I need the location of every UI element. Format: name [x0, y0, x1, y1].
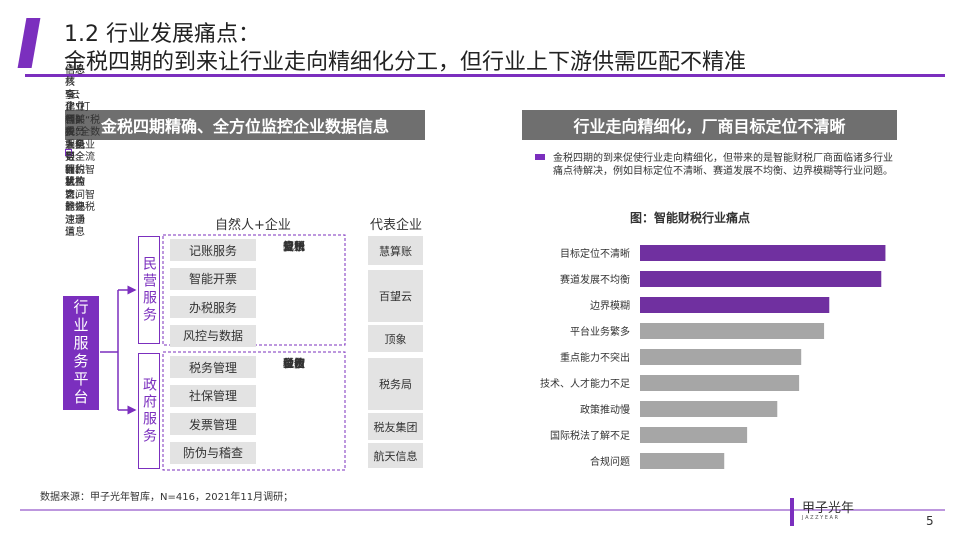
logo: 甲子光年	[802, 501, 855, 516]
function: 算税	[283, 240, 305, 253]
function: 交税	[283, 240, 305, 253]
bar	[640, 245, 886, 261]
left-heading: 金税四期精确、全方位监控企业数据信息	[65, 110, 425, 140]
function: 缴费	[283, 357, 305, 370]
section: 1.2 行业发展痛点：	[64, 22, 260, 47]
bar	[640, 401, 778, 417]
y-tick-label: 重点能力不突出	[560, 351, 630, 364]
y-tick-label: 边界模糊	[590, 299, 630, 312]
company: 百望云	[368, 270, 423, 322]
y-tick-label: 平台业务繁多	[570, 325, 630, 338]
bar	[640, 427, 748, 443]
service-item: 税务管理	[170, 356, 256, 378]
bullet-marker	[65, 148, 72, 156]
service-item: 防伪与稽查	[170, 441, 256, 464]
logo-sub: J A Z Z Y E A R	[802, 515, 838, 521]
title: 金税四期的到来让行业走向精细化分工，但行业上下游供需匹配不精准	[64, 50, 747, 75]
function: 验伤	[283, 357, 305, 370]
right-bullet: 金税四期的到来促使行业走向精细化，但带来的是智能财税厂商面临诸多行业痛点待解决，…	[553, 153, 893, 177]
chart-title: 图：智能财税行业痛点	[630, 210, 750, 225]
chart: 图：智能财税行业痛点目标定位不清晰赛道发展不均衡边界模糊平台业务繁多重点能力不突…	[540, 210, 886, 469]
bullet-text: “云化”打通：“税费”全数据全业务全流程，智慧监管、智能办税	[65, 89, 101, 214]
group-label: 民营服务	[138, 236, 160, 344]
column-head: 自然人+企业	[215, 218, 291, 233]
function: 上传	[283, 357, 305, 370]
y-tick-label: 目标定位不清晰	[560, 247, 630, 260]
column-head: 代表企业	[370, 218, 423, 233]
function: 征管	[283, 357, 305, 370]
bar	[640, 349, 802, 365]
bar	[640, 453, 725, 469]
service-item: 记账服务	[170, 239, 256, 261]
company: 航天信息	[368, 443, 423, 468]
bullet-text: “非税”：业务更全面的监控	[65, 114, 91, 189]
bar	[640, 297, 830, 313]
y-tick-label: 政策推动慢	[580, 403, 630, 416]
function: 税收	[283, 357, 305, 370]
bullet-marker	[535, 154, 545, 160]
logo-mark	[790, 498, 794, 526]
function: 税控	[283, 357, 305, 370]
y-tick-label: 国际税法了解不足	[550, 429, 630, 442]
function: 记账	[283, 240, 305, 253]
company: 税友集团	[368, 413, 423, 440]
bullet-text: 信息核查：企业相关人员手机号、纳税状态、登记注册信息	[65, 64, 85, 239]
rule	[25, 74, 945, 77]
function: 发票	[283, 240, 305, 253]
service-item: 智能开票	[170, 267, 256, 290]
service-item: 发票管理	[170, 413, 256, 435]
bullet-text: 信息共享：建立各部委、人民银行、机构之间的快速通道	[65, 64, 85, 239]
source: 数据来源：甲子光年智库，N=416，2021年11月调研；	[40, 492, 294, 503]
platform: 行业服务平台	[63, 296, 99, 410]
company: 税务局	[368, 358, 423, 410]
function: 公示	[283, 357, 305, 370]
function: 代账	[283, 240, 305, 253]
y-tick-label: 赛道发展不均衡	[560, 273, 630, 286]
right-heading: 行业走向精细化，厂商目标定位不清晰	[522, 110, 897, 140]
company: 慧算账	[368, 236, 423, 265]
service-item: 办税服务	[170, 296, 256, 318]
function: 分析	[283, 240, 305, 253]
function: 报销	[283, 240, 305, 253]
y-tick-label: 合规问题	[590, 455, 630, 468]
y-tick-label: 技术、人才能力不足	[540, 377, 630, 390]
bar	[640, 375, 800, 391]
service-item: 社保管理	[170, 384, 256, 407]
service-item: 风控与数据	[170, 324, 256, 347]
company: 顶象	[368, 325, 423, 352]
group-label: 政府服务	[138, 353, 160, 469]
page-number: 5	[926, 514, 934, 528]
bar	[640, 271, 882, 287]
bar	[640, 323, 825, 339]
